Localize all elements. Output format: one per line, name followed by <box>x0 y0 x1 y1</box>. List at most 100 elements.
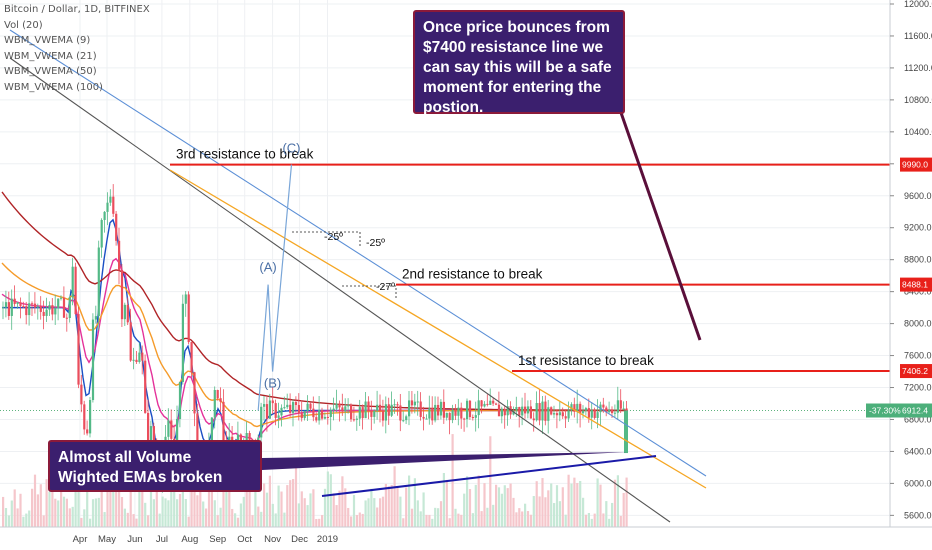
candle-body <box>466 400 469 420</box>
support-line <box>321 455 657 497</box>
volume-bar <box>80 517 83 527</box>
volume-bar <box>36 494 39 527</box>
resistance-label: 3rd resistance to break <box>176 147 314 162</box>
volume-bar <box>329 474 332 527</box>
volume-bar <box>454 508 457 527</box>
trend-line-blue <box>9 29 707 477</box>
candle-body <box>355 418 358 420</box>
candle-body <box>608 410 611 413</box>
volume-bar <box>94 498 97 527</box>
volume-bar <box>7 515 10 527</box>
candle-body <box>587 408 590 418</box>
volume-bar <box>338 490 341 527</box>
entry-callout[interactable]: Once price bounces from $7400 resistance… <box>413 10 625 116</box>
candle-body <box>33 303 37 308</box>
volume-bar <box>149 465 153 527</box>
volume-bar <box>164 498 167 527</box>
volume-bar <box>132 514 135 527</box>
candle-body <box>60 297 63 299</box>
candle-body <box>326 416 329 418</box>
volume-bar <box>332 493 335 527</box>
y-tick-label: 9200.0 <box>904 223 932 233</box>
y-tick-label: 8800.0 <box>904 255 932 265</box>
candle-body <box>445 412 448 418</box>
candle-body <box>77 314 80 385</box>
indicator-vwema-9[interactable]: WBM_VWEMA (9) <box>4 35 91 46</box>
x-tick-label: Jul <box>156 534 168 545</box>
volume-bar <box>622 492 625 527</box>
candle-body <box>428 408 431 419</box>
candle-body <box>344 406 347 412</box>
price-axis[interactable]: 5600.0 6000.0 6400.0 6800.0 7200.0 7600.0 8000… <box>866 0 932 550</box>
volume-bar <box>33 474 37 527</box>
candle-body <box>274 403 277 418</box>
volume-bar <box>576 483 579 527</box>
candle-body <box>350 404 353 420</box>
indicator-volume[interactable]: Vol (20) <box>4 19 43 31</box>
resistance-lines: 3rd resistance to break 2nd resistance to… <box>170 147 890 373</box>
volume-bar <box>178 494 182 527</box>
y-tick-label: 10400.0 <box>904 127 932 137</box>
volume-bar <box>405 487 408 527</box>
wave-label-c: (C) <box>282 141 300 156</box>
price-change: -37.30% <box>869 405 901 415</box>
x-tick-label: Aug <box>181 534 198 545</box>
candle-body <box>219 398 222 402</box>
candle-body <box>277 415 280 418</box>
candle-body <box>561 412 564 417</box>
volume-bar <box>463 493 466 527</box>
volume-bar <box>480 511 483 527</box>
volume-bar <box>274 513 277 527</box>
volume-bar <box>390 484 393 527</box>
ema-callout[interactable]: Almost all Volume Wighted EMAs broken <box>48 440 262 492</box>
candle-body <box>86 429 89 434</box>
y-tick-label: 6800.0 <box>904 414 932 424</box>
volume-bar <box>297 503 300 527</box>
symbol-title[interactable]: Bitcoin / Dollar, 1D, BITFINEX <box>4 4 150 15</box>
volume-bar <box>42 515 45 527</box>
volume-bar <box>486 507 489 527</box>
indicator-vwema-100[interactable]: WBM_VWEMA (100) <box>4 81 103 93</box>
candle-body <box>94 316 97 320</box>
candle-body <box>500 408 503 417</box>
candle-body <box>19 302 22 306</box>
indicator-vwema-21[interactable]: WBM_VWEMA (21) <box>4 50 97 62</box>
indicator-vwema-50[interactable]: WBM_VWEMA (50) <box>4 66 97 77</box>
candle-body <box>123 304 126 320</box>
resistance-price-tag <box>900 157 932 172</box>
volume-bar <box>393 466 396 527</box>
volume-bar <box>216 515 219 527</box>
candle-body <box>80 384 83 405</box>
candle-body <box>2 307 5 309</box>
candle-body <box>593 410 596 418</box>
volume-bar <box>361 513 364 527</box>
candle-body <box>361 407 364 419</box>
volume-bar <box>413 478 416 527</box>
candle-body <box>222 401 225 443</box>
candle-body <box>590 410 593 418</box>
candle-body <box>416 401 419 403</box>
candle-body <box>379 404 382 411</box>
candle-body <box>4 302 8 308</box>
volume-bar <box>558 501 561 527</box>
candle-body <box>54 308 57 315</box>
candle-body <box>541 401 544 421</box>
volume-bar <box>370 488 373 527</box>
resistance-price-tag <box>900 364 932 379</box>
candle-body <box>132 359 135 361</box>
price-tag-value: 7406.2 <box>902 366 928 376</box>
volume-bar <box>422 492 425 527</box>
volume-bar <box>210 481 213 527</box>
candle-body <box>381 410 385 421</box>
volume-bar <box>135 518 138 527</box>
volume-bar <box>13 489 16 527</box>
current-price-tag <box>866 403 932 418</box>
volume-bar <box>582 497 585 527</box>
volume-bar <box>106 489 109 527</box>
candle-body <box>410 400 414 406</box>
time-axis[interactable]: Apr May Jun Jul Aug Sep Oct Nov Dec 2019 <box>0 526 932 545</box>
volume-bar <box>31 488 34 527</box>
volume-bar <box>100 478 103 527</box>
candle-body <box>289 404 292 413</box>
volume-bar <box>416 500 419 527</box>
